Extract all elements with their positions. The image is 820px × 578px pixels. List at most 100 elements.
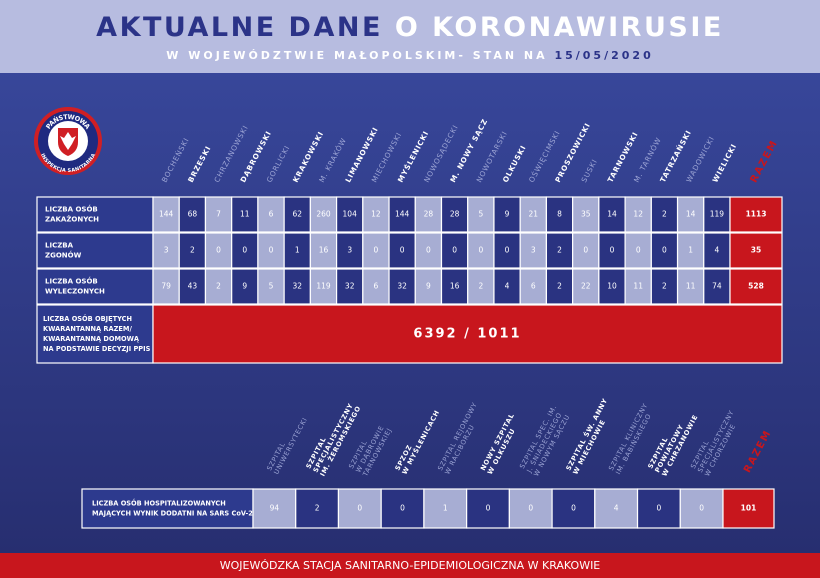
subtitle-part: W WOJEWÓDZTWIE MAŁOPOLSKIM- STAN NA xyxy=(166,49,547,62)
cell-value: 0 xyxy=(636,246,641,255)
cell xyxy=(178,232,207,269)
cell xyxy=(335,268,364,305)
total-value: 101 xyxy=(741,504,757,513)
cell-value: 260 xyxy=(316,210,331,219)
cell xyxy=(572,268,600,305)
cell-value: 28 xyxy=(424,210,434,219)
total-value: 528 xyxy=(748,282,764,291)
cell xyxy=(624,232,652,269)
cell-value: 0 xyxy=(216,246,221,255)
cell xyxy=(679,488,724,529)
cell-value: 1 xyxy=(295,246,300,255)
row-label-cell xyxy=(36,268,154,305)
cell-value: 0 xyxy=(478,246,483,255)
total-cell xyxy=(729,268,783,305)
cell xyxy=(545,232,574,269)
total-cell xyxy=(729,232,783,269)
cell-value: 0 xyxy=(400,246,405,255)
row-label: LICZBA xyxy=(45,242,74,250)
title-part: AKTUALNE DANE xyxy=(96,12,383,43)
cell-value: 1 xyxy=(443,504,448,513)
cell-value: 2 xyxy=(216,282,221,291)
row-label: LICZBA OSÓB OBJĘTYCH xyxy=(43,314,132,323)
cell-value: 3 xyxy=(164,246,169,255)
footer-text: WOJEWÓDZKA STACJA SANITARNO-EPIDEMIOLOGI… xyxy=(220,559,601,572)
cell-value: 94 xyxy=(270,504,280,513)
cell-value: 0 xyxy=(269,246,274,255)
row-label-cell xyxy=(81,488,254,529)
cell xyxy=(362,268,390,305)
cell-value: 32 xyxy=(345,282,355,291)
cell-value: 119 xyxy=(710,210,725,219)
cell-value: 0 xyxy=(357,504,362,513)
cell-value: 6 xyxy=(531,282,536,291)
logo: PAŃSTWOWA INSPEKCJA SANITARNA xyxy=(34,107,102,175)
cell-value: 0 xyxy=(486,504,491,513)
cell-value: 68 xyxy=(188,210,198,219)
row-label: LICZBA OSÓB HOSPITALIZOWANYCH xyxy=(92,499,226,508)
cell-value: 3 xyxy=(347,246,352,255)
row-label: KWARANTANNĄ RAZEM/ xyxy=(43,325,132,333)
row-label: LICZBA OSÓB xyxy=(45,205,98,214)
row-label: WYLECZONYCH xyxy=(45,288,105,296)
cell xyxy=(257,196,285,233)
cell-value: 28 xyxy=(450,210,460,219)
cell-value: 2 xyxy=(662,282,667,291)
cell xyxy=(309,232,338,269)
cell-value: 6 xyxy=(374,282,379,291)
title: AKTUALNE DANE O KORONAWIRUSIE xyxy=(96,12,724,43)
cell xyxy=(519,268,548,305)
cell xyxy=(335,196,364,233)
cell-value: 104 xyxy=(343,210,358,219)
cell-value: 5 xyxy=(478,210,483,219)
cell-value: 4 xyxy=(714,246,719,255)
cell xyxy=(309,196,338,233)
cell xyxy=(598,268,626,305)
cell-value: 2 xyxy=(478,282,483,291)
cell xyxy=(231,268,259,305)
cell-value: 6 xyxy=(269,210,274,219)
cell xyxy=(337,488,382,529)
cell-value: 11 xyxy=(686,282,696,291)
cell-value: 43 xyxy=(188,282,198,291)
header-band xyxy=(0,0,820,73)
total-cell xyxy=(722,488,775,529)
cell-value: 0 xyxy=(242,246,247,255)
cell-value: 0 xyxy=(571,504,576,513)
cell xyxy=(388,268,416,305)
cell-value: 10 xyxy=(607,282,617,291)
row-label: LICZBA OSÓB xyxy=(45,277,98,286)
cell-value: 5 xyxy=(269,282,274,291)
cell xyxy=(466,488,510,529)
cell xyxy=(519,196,548,233)
total-value: 1113 xyxy=(746,210,767,219)
cell-value: 119 xyxy=(316,282,331,291)
cell-value: 1 xyxy=(688,246,693,255)
cell-value: 7 xyxy=(216,210,221,219)
cell-value: 14 xyxy=(686,210,696,219)
cell-value: 0 xyxy=(426,246,431,255)
cell-value: 2 xyxy=(557,282,562,291)
cell xyxy=(703,196,731,233)
logo-eagle xyxy=(60,132,76,150)
cell-value: 0 xyxy=(400,504,405,513)
cell-value: 2 xyxy=(557,246,562,255)
cell xyxy=(676,268,705,305)
cell xyxy=(650,268,679,305)
subtitle: W WOJEWÓDZTWIE MAŁOPOLSKIM- STAN NA 15/0… xyxy=(166,49,653,62)
cell xyxy=(636,488,681,529)
total-cell xyxy=(729,196,783,233)
cell-value: 21 xyxy=(529,210,539,219)
cell-value: 9 xyxy=(426,282,431,291)
row-label: NA PODSTAWIE DECYZJI PPIS xyxy=(43,345,151,353)
row-label: MAJĄCYCH WYNIK DODATNI NA SARS CoV-2 xyxy=(92,510,253,518)
cell-value: 8 xyxy=(557,210,562,219)
footer-band xyxy=(0,553,820,578)
cell-value: 16 xyxy=(450,282,460,291)
cell-value: 74 xyxy=(712,282,722,291)
cell-value: 4 xyxy=(614,504,619,513)
cell-value: 0 xyxy=(374,246,379,255)
subtitle-date: 15/05/2020 xyxy=(554,49,653,62)
cell-value: 9 xyxy=(505,210,510,219)
cell xyxy=(231,196,259,233)
